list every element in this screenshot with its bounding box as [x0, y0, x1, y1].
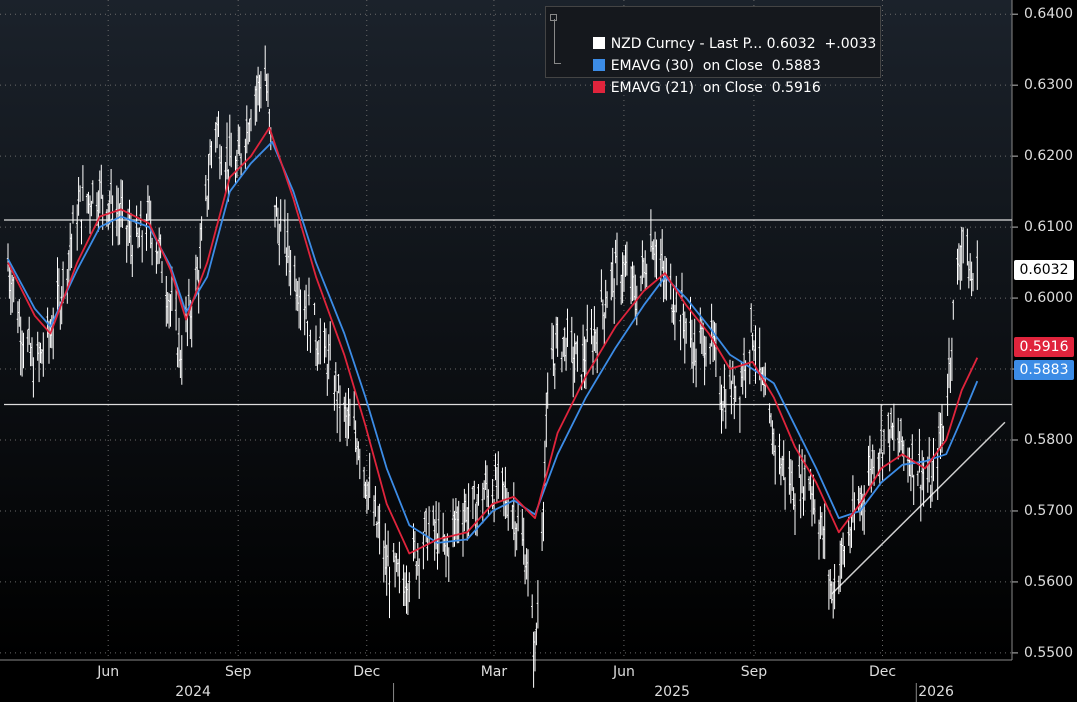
- x-tick-label: Dec: [868, 664, 897, 680]
- x-tick-label: Jun: [97, 664, 120, 680]
- ema21-series: [7, 126, 979, 555]
- ema21-swatch-icon: [592, 81, 605, 93]
- price-series: [6, 45, 978, 688]
- x-tick-label: Jun: [612, 664, 635, 680]
- price-bars: [6, 45, 978, 688]
- legend-bracket: [554, 19, 561, 64]
- plot-background: [0, 0, 1012, 660]
- y-tick-label: 0.6200: [1024, 148, 1073, 165]
- x-year-label: 2026: [918, 684, 954, 700]
- ema30-series: [7, 141, 979, 544]
- y-tick-label: 0.6000: [1024, 290, 1073, 307]
- x-year-label: 2025: [654, 684, 690, 700]
- ema21-value-tag: 0.5916: [1014, 337, 1074, 357]
- x-tick-label: Dec: [353, 664, 381, 680]
- price-swatch-icon: [592, 37, 605, 49]
- x-tick-label: Sep: [224, 664, 252, 680]
- y-tick-label: 0.5800: [1024, 432, 1073, 448]
- y-tick-label: 0.5600: [1024, 573, 1073, 590]
- y-tick-label: 0.6300: [1024, 77, 1073, 94]
- legend-item-ema30[interactable]: EMAVG (30) on Close 0.5883: [566, 33, 880, 74]
- x-year-label: 2024: [175, 684, 211, 700]
- legend: NZD Curncy - Last P... 0.6032 +.0033 EMA…: [545, 6, 881, 96]
- ema30-value-tag: 0.5883: [1014, 360, 1074, 380]
- y-tick-label: 0.6400: [1024, 6, 1073, 23]
- legend-item-price[interactable]: NZD Curncy - Last P... 0.6032 +.0033: [566, 11, 880, 52]
- trendline: [831, 421, 1006, 595]
- last-price-tag: 0.6032: [1014, 260, 1074, 280]
- legend-item-ema21[interactable]: EMAVG (21) on Close 0.5916: [566, 55, 880, 96]
- legend-label-ema21: EMAVG (21) on Close 0.5916: [610, 80, 821, 96]
- y-tick-label: 0.6100: [1024, 219, 1073, 236]
- y-tick-label: 0.5500: [1024, 644, 1073, 661]
- legend-label-price: NZD Curncy - Last P... 0.6032 +.0033: [610, 36, 877, 52]
- x-tick-label: Sep: [740, 664, 768, 680]
- legend-label-ema30: EMAVG (30) on Close 0.5883: [610, 58, 821, 74]
- y-tick-label: 0.5700: [1024, 502, 1073, 519]
- ema30-swatch-icon: [592, 59, 605, 71]
- legend-collapse-box[interactable]: [550, 14, 557, 21]
- x-tick-label: Mar: [480, 664, 508, 680]
